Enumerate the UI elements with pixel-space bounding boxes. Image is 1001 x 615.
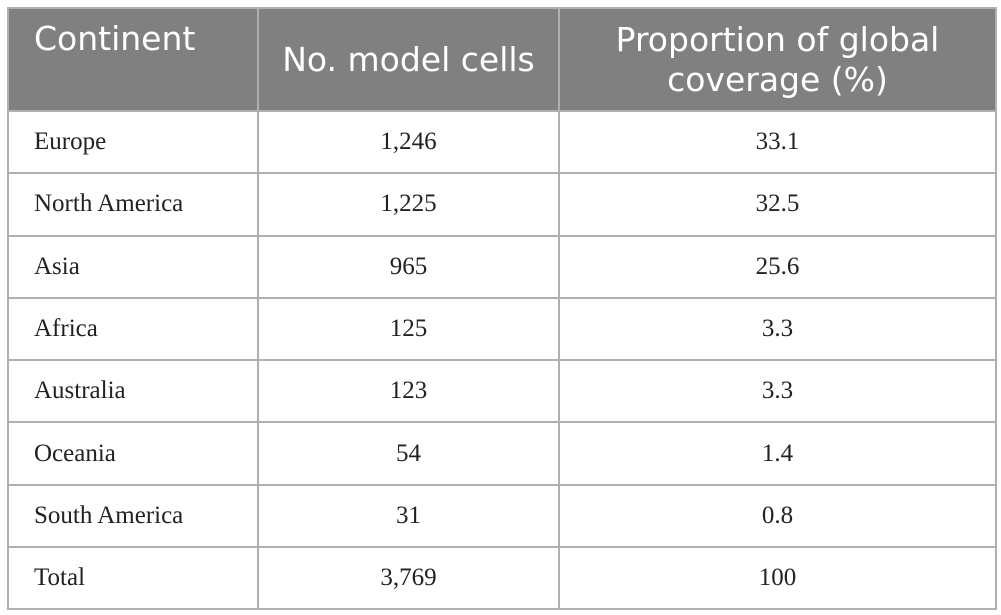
table-cell: 32.5 [558, 172, 997, 237]
header-cell: No. model cells [257, 7, 560, 112]
table-cell: 3.3 [558, 359, 997, 424]
table-cell: 1,225 [257, 172, 560, 237]
table-row: Europe 1,246 33.1 [7, 109, 997, 175]
table-cell: Europe [7, 109, 259, 175]
table-cell: North America [7, 172, 259, 237]
table-cell: Africa [7, 296, 259, 362]
table-row: North America 1,225 32.5 [7, 172, 997, 237]
table-cell: 125 [257, 296, 560, 362]
table-cell: 3.3 [558, 296, 997, 362]
table-cell: 31 [257, 483, 560, 549]
data-table: Continent No. model cells Proportion of gl… [7, 7, 997, 611]
table-cell: 100 [558, 546, 997, 611]
table-body: Europe 1,246 33.1 North America 1,225 32.5 Asi… [7, 109, 997, 611]
header-row: Continent No. model cells Proportion of gl… [7, 7, 997, 112]
table-cell: 1,246 [257, 109, 560, 175]
table-row: Asia 965 25.6 [7, 234, 997, 299]
table-cell: 3,769 [257, 546, 560, 611]
table-cell: 1.4 [558, 421, 997, 486]
table-row: Total 3,769 100 [7, 546, 997, 611]
table-cell: 25.6 [558, 234, 997, 299]
table-row: Africa 125 3.3 [7, 296, 997, 362]
header-cell: Continent [7, 7, 259, 112]
table-cell: 123 [257, 359, 560, 424]
table-cell: 54 [257, 421, 560, 486]
table-row: Oceania 54 1.4 [7, 421, 997, 486]
header-cell: Proportion of global coverage (%) [558, 7, 997, 112]
table-cell: Oceania [7, 421, 259, 486]
table-row: Australia 123 3.3 [7, 359, 997, 424]
table-cell: Asia [7, 234, 259, 299]
table-cell: Total [7, 546, 259, 611]
table-cell: 0.8 [558, 483, 997, 549]
table-head: Continent No. model cells Proportion of gl… [7, 7, 997, 112]
table-cell: 33.1 [558, 109, 997, 175]
table-cell: 965 [257, 234, 560, 299]
table-row: South America 31 0.8 [7, 483, 997, 549]
table-cell: South America [7, 483, 259, 549]
table-cell: Australia [7, 359, 259, 424]
